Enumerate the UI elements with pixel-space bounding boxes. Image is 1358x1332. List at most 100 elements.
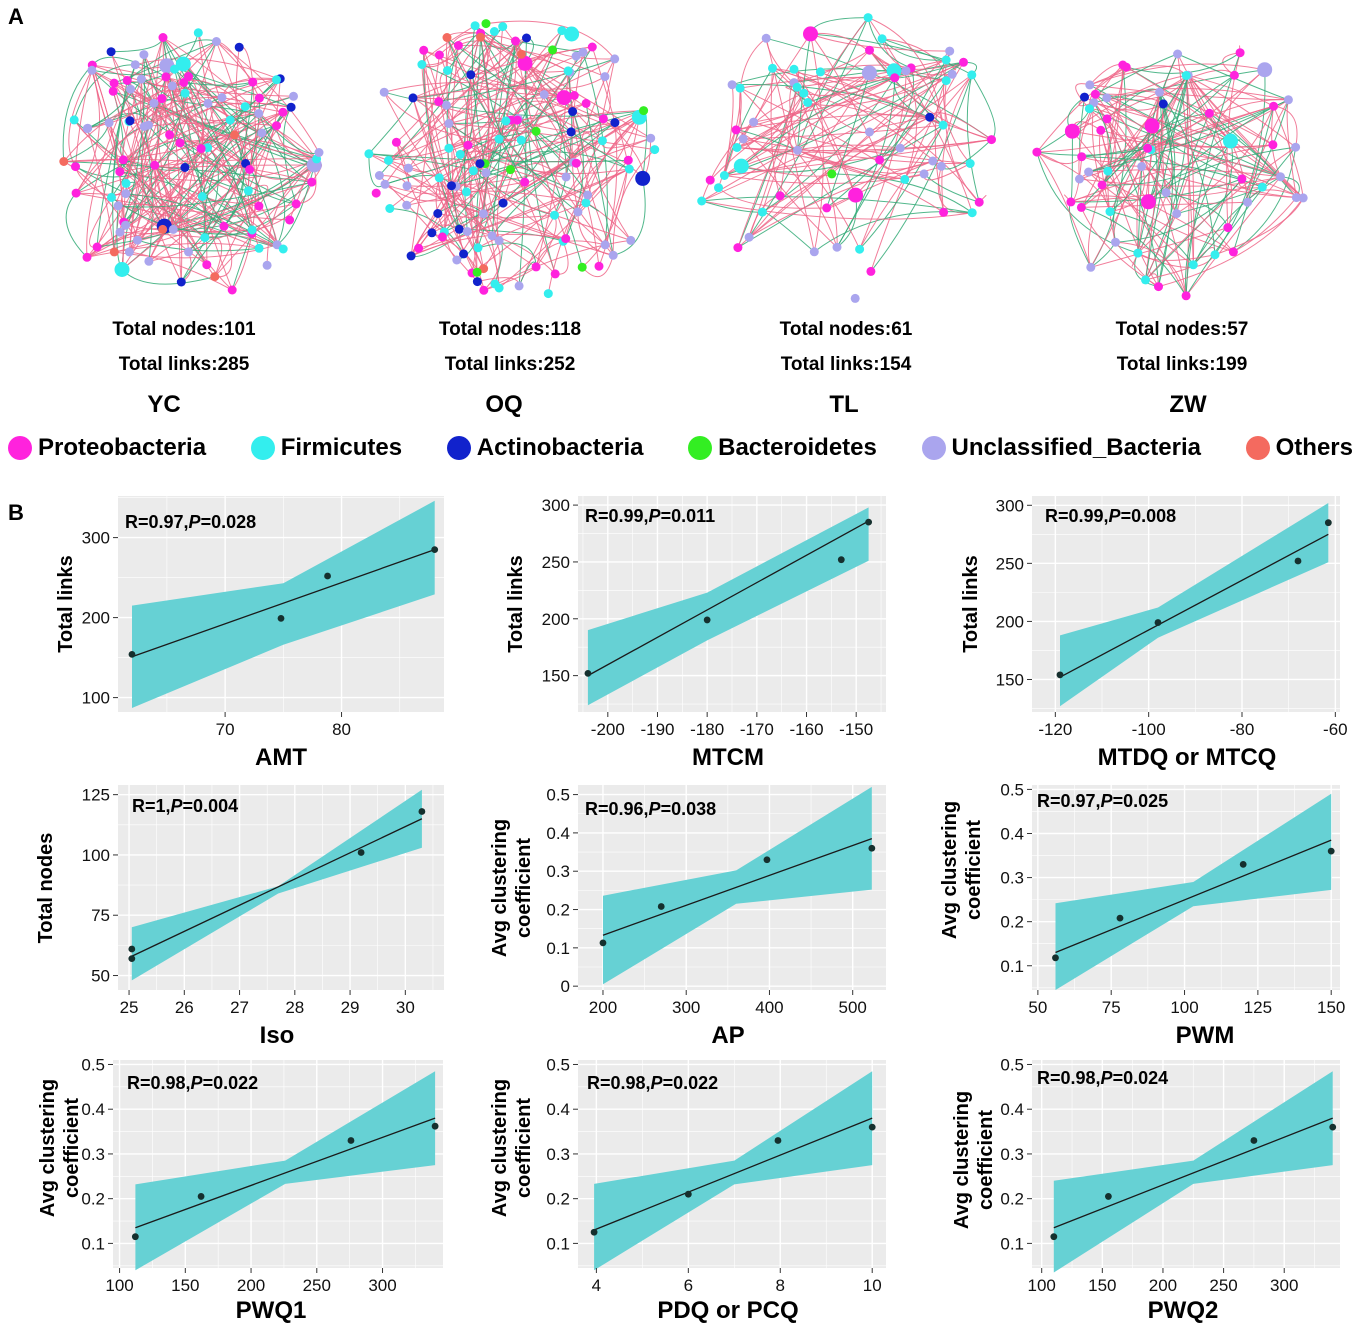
network-node (167, 81, 177, 91)
data-point (277, 615, 285, 622)
network-node (498, 198, 508, 208)
network-node (1143, 143, 1153, 153)
network-name-yc: YC (147, 391, 181, 418)
network-node (639, 106, 649, 116)
x-tick-label: 250 (303, 1276, 331, 1295)
correlation-annotation: R=1,P=0.004 (132, 796, 238, 816)
network-node (1075, 174, 1084, 184)
network-node (203, 98, 213, 108)
network-node (865, 45, 874, 55)
data-point (774, 1137, 782, 1144)
regression-line (602, 838, 873, 936)
network-node (472, 277, 482, 287)
y-tick-label: 0.4 (546, 824, 570, 843)
network-node (561, 172, 571, 182)
network-node (104, 118, 114, 128)
network-node (865, 127, 874, 137)
network-node (408, 93, 418, 103)
network-zw (1032, 45, 1308, 301)
network-nodes (697, 13, 996, 303)
data-point (131, 1233, 139, 1241)
network-node (437, 232, 447, 242)
network-node (254, 243, 264, 253)
network-node (1181, 71, 1191, 80)
network-node (597, 136, 607, 146)
network-node (307, 177, 317, 187)
network-node (925, 112, 935, 122)
confidence-band (1055, 793, 1332, 990)
network-node (1188, 260, 1198, 270)
y-axis-label: Avg clustering coefficient (37, 1079, 83, 1217)
network-node (472, 267, 482, 277)
network-node (832, 242, 842, 252)
network-node (442, 33, 452, 42)
network-node (402, 200, 412, 210)
data-point (1329, 1123, 1337, 1131)
scatter-panel-2: -200 -190 -180 -170 -160 -150 150 200 250 300 MTCM… (505, 496, 886, 771)
network-node (1096, 125, 1106, 135)
network-node (1064, 123, 1080, 139)
y-tick-label: 0.1 (546, 939, 570, 958)
network-node (1243, 197, 1253, 207)
network-nodes (59, 28, 324, 295)
regression-line (1059, 533, 1329, 678)
network-node (965, 159, 975, 168)
network-node (866, 266, 876, 276)
network-node (114, 262, 130, 277)
network-node (379, 87, 389, 97)
network-node (548, 45, 558, 55)
y-tick-label: 150 (996, 670, 1024, 689)
y-tick-label: 0.5 (81, 1055, 105, 1074)
network-node (219, 221, 229, 231)
network-node (130, 60, 140, 70)
legend-item-others: Others (1245, 434, 1353, 462)
regression-line (135, 1117, 436, 1229)
y-tick-label: 0.3 (1000, 1145, 1024, 1164)
data-point (1056, 671, 1064, 679)
network-node (564, 26, 580, 42)
scatter-panel-8: 4 6 8 10 0.1 0.2 0.3 0.4 0.5 PDQ or PCQ Avg cluste… (489, 1055, 886, 1324)
network-node (245, 165, 255, 174)
network-node (175, 56, 191, 72)
network-name-zw: ZW (1169, 391, 1207, 418)
scatter-panel-3: -120 -100 -80 -60 150 200 250 300 MTDQ or MTCQ To… (960, 496, 1348, 771)
network-node (211, 37, 221, 46)
network-node (385, 204, 395, 213)
total-links-label: Total links:199 (1116, 354, 1248, 375)
data-point (657, 903, 665, 910)
network-node (1154, 282, 1163, 292)
network-node (938, 120, 948, 130)
x-tick-label: 8 (776, 1276, 785, 1295)
network-node (594, 261, 604, 271)
data-point (1324, 519, 1332, 527)
network-node (939, 207, 949, 217)
network-node (563, 66, 573, 76)
network-node (571, 158, 581, 168)
x-tick-label: 26 (175, 998, 194, 1017)
network-node (278, 107, 288, 117)
y-tick-label: 0.4 (81, 1100, 105, 1119)
legend-label: Actinobacteria (476, 434, 644, 461)
network-node (200, 233, 210, 243)
network-node (417, 60, 427, 69)
network-node (1283, 95, 1293, 105)
data-point (599, 939, 607, 947)
scatter-panel-4: 25 26 27 28 29 30 50 75 100 125 Iso Total nodes R=1,… (35, 785, 444, 1049)
legend-item-bacteroidetes: Bacteroidetes (688, 434, 877, 462)
x-axis-label: Iso (260, 1022, 295, 1049)
total-nodes-label: Total nodes:61 (779, 319, 913, 340)
network-node (447, 181, 456, 191)
x-tick-label: 125 (1244, 998, 1272, 1017)
network-node (543, 289, 553, 299)
x-tick-label: 75 (1102, 998, 1121, 1017)
network-node (1084, 167, 1094, 177)
network-node (550, 210, 559, 220)
network-node (309, 162, 319, 172)
correlation-annotation: R=0.99,P=0.011 (585, 506, 715, 526)
network-node (136, 74, 146, 84)
network-node (380, 179, 390, 189)
network-node (901, 66, 911, 76)
network-node (71, 162, 80, 172)
network-node (150, 160, 160, 170)
network-nodes (1032, 48, 1308, 301)
